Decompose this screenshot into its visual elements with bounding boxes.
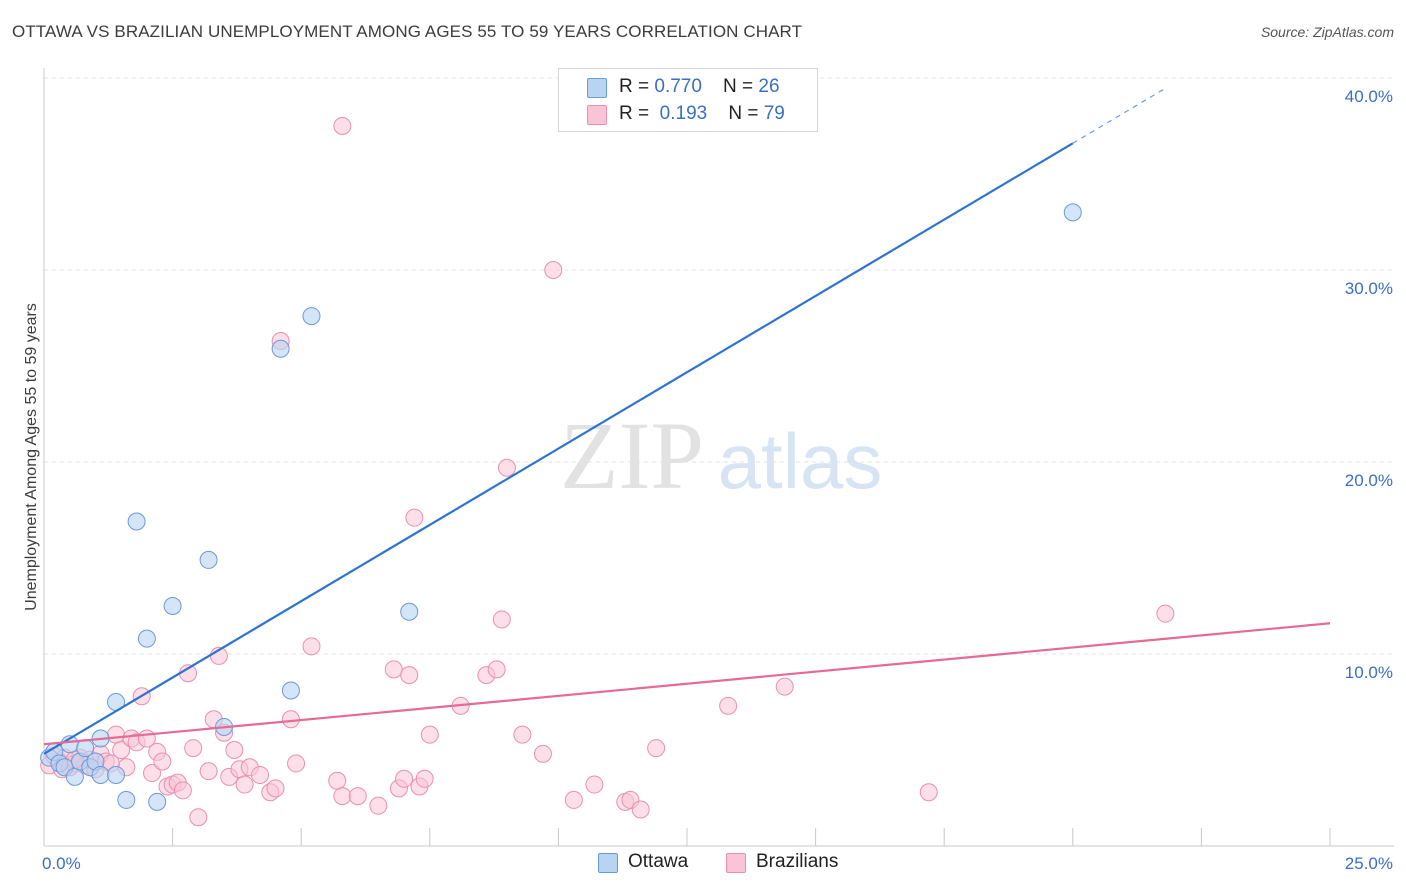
- brazilians-point: [585, 775, 604, 794]
- brazilians-point: [513, 725, 532, 744]
- axes: [43, 68, 1394, 847]
- watermark-atlas: atlas: [718, 417, 883, 505]
- brazilians-n-label: N =: [728, 103, 764, 124]
- ottawa-point: [107, 765, 126, 784]
- gridlines: [44, 77, 1394, 655]
- brazilians-point: [631, 800, 650, 819]
- brazilians-point: [492, 610, 511, 629]
- brazilians-point: [775, 677, 794, 696]
- ottawa-point: [281, 681, 300, 700]
- ottawa-trend-extension: [1072, 87, 1166, 144]
- ottawa-trend-line: [43, 142, 1074, 755]
- brazilians-point: [112, 741, 131, 759]
- brazilians-point: [533, 744, 552, 763]
- brazilians-point: [225, 741, 244, 759]
- brazilians-point: [184, 739, 203, 758]
- brazilians-point: [153, 752, 172, 771]
- brazilians-points: [40, 117, 1175, 827]
- brazilians-point: [199, 762, 218, 781]
- ottawa-point: [199, 550, 218, 569]
- brazilians-point: [143, 764, 162, 783]
- ottawa-point: [163, 597, 182, 615]
- brazilians-point: [333, 117, 352, 135]
- brazilians-point: [487, 660, 506, 679]
- ottawa-n-value: 26: [758, 76, 780, 97]
- ottawa-legend-swatch: [598, 853, 618, 873]
- brazilians-point: [266, 779, 285, 798]
- correlation-legend: R = 0.770 N = 26 R = 0.193 N = 79: [558, 68, 818, 132]
- brazilians-point: [302, 637, 321, 656]
- y-tick-label: 10.0%: [1345, 663, 1393, 682]
- brazilians-point: [281, 710, 300, 729]
- brazilians-point: [189, 808, 208, 827]
- brazilians-point: [544, 261, 563, 279]
- ottawa-point: [271, 339, 290, 358]
- brazilians-r-value: 0.193: [659, 103, 708, 124]
- y-tick-label: 40.0%: [1345, 87, 1393, 106]
- brazilians-point: [107, 725, 126, 744]
- brazilians-point: [919, 783, 938, 802]
- ottawa-point: [65, 767, 84, 786]
- brazilians-trend-line: [43, 622, 1331, 746]
- brazilians-point: [564, 790, 583, 809]
- y-tick-label: 20.0%: [1345, 471, 1393, 490]
- x-tick-label: 25.0%: [1345, 854, 1393, 873]
- ottawa-points: [40, 203, 1082, 811]
- brazilians-point: [287, 754, 306, 773]
- ottawa-point: [91, 765, 110, 784]
- ottawa-legend-label: Ottawa: [628, 851, 689, 872]
- chart-title: OTTAWA VS BRAZILIAN UNEMPLOYMENT AMONG A…: [12, 22, 803, 41]
- watermark-zip: ZIP: [560, 402, 704, 509]
- brazilians-point: [384, 660, 403, 679]
- ottawa-point: [400, 602, 419, 621]
- ottawa-point: [302, 307, 321, 326]
- brazilians-point: [420, 725, 439, 744]
- ottawa-n-label: N =: [723, 76, 759, 97]
- trend-lines: [43, 87, 1331, 755]
- brazilians-point: [328, 771, 347, 790]
- brazilians-point: [415, 769, 434, 788]
- brazilians-legend-swatch: [726, 853, 746, 873]
- ottawa-point: [148, 792, 167, 811]
- ottawa-point: [117, 790, 136, 809]
- source-label: Source: ZipAtlas.com: [1260, 24, 1394, 40]
- brazilians-point: [348, 787, 367, 806]
- brazilians-n-value: 79: [763, 103, 785, 124]
- ottawa-r-value: 0.770: [654, 76, 702, 97]
- ottawa-swatch: [587, 78, 607, 98]
- ottawa-point: [1063, 203, 1082, 222]
- brazilians-point: [647, 739, 666, 758]
- brazilians-point: [719, 696, 738, 715]
- brazilians-point: [405, 508, 424, 527]
- brazilians-r-label: R =: [619, 103, 655, 124]
- watermark: ZIP atlas: [560, 402, 882, 509]
- tick-labels: 10.0% 20.0% 30.0% 40.0% 0.0% 25.0%: [42, 87, 1393, 873]
- brazilians-point: [497, 458, 516, 477]
- brazilians-point: [1156, 604, 1175, 623]
- brazilians-point: [173, 781, 192, 800]
- brazilians-point: [369, 796, 388, 815]
- brazilians-point: [251, 765, 270, 784]
- ottawa-r-label: R =: [619, 76, 655, 97]
- brazilians-legend-label: Brazilians: [756, 851, 839, 872]
- brazilians-swatch: [587, 105, 607, 125]
- ottawa-point: [137, 629, 156, 648]
- ottawa-point: [127, 512, 146, 531]
- brazilians-point: [333, 787, 352, 806]
- brazilians-point: [235, 775, 254, 794]
- brazilians-point: [400, 666, 419, 685]
- y-tick-label: 30.0%: [1345, 279, 1393, 298]
- x-tick-label: 0.0%: [42, 854, 81, 873]
- y-axis-label: Unemployment Among Ages 55 to 59 years: [23, 303, 40, 611]
- brazilians-point: [395, 769, 414, 788]
